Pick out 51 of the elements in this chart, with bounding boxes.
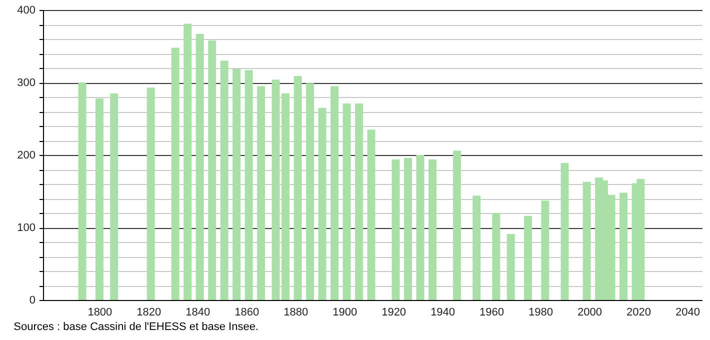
x-tick-label: 2040 [675,306,700,318]
bar [220,60,228,300]
bar [232,68,241,300]
bar [184,24,192,300]
bar [244,70,253,300]
bar [318,108,326,300]
bar [110,93,118,300]
bar [492,213,500,300]
x-tick-label: 1880 [284,306,308,318]
y-tick-label: 0 [29,294,36,306]
x-tick-label: 1960 [480,306,504,318]
source-note: Sources : base Cassini de l'EHESS et base Insee. [14,321,258,333]
bar [306,83,314,300]
bar [367,130,376,300]
x-tick-label: 1940 [430,306,456,318]
bar [506,234,515,300]
bar [392,159,400,300]
bar [452,150,461,300]
bar [95,98,104,300]
bar [582,182,591,300]
y-tick-label: 400 [17,4,36,16]
bar [146,88,155,300]
x-tick-label: 1980 [528,306,554,318]
y-tick-label: 300 [17,77,36,89]
x-tick-label: 1800 [88,306,112,318]
bar [560,162,569,300]
bar [78,82,86,300]
x-tick-label: 2020 [626,306,651,318]
bar [428,159,436,300]
bar [342,104,351,300]
x-tick-label: 1920 [382,306,406,318]
y-tick-label: 100 [17,222,36,234]
x-tick-label: 1900 [332,306,358,318]
x-tick-label: 1840 [186,306,210,318]
bar [330,86,339,300]
bar [472,196,481,300]
x-tick-label: 1860 [234,306,260,318]
x-tick-label: 1820 [136,306,162,318]
bar [196,34,204,300]
bar [416,155,424,300]
bar [541,200,550,300]
bar [620,192,628,300]
bar [171,48,180,300]
bar [404,158,412,300]
bar [257,86,266,300]
bar [524,216,532,300]
bar [355,104,364,300]
bar [208,40,216,300]
bar [294,76,302,300]
y-tick-label: 200 [17,150,36,162]
x-tick-label: 2000 [578,306,602,318]
